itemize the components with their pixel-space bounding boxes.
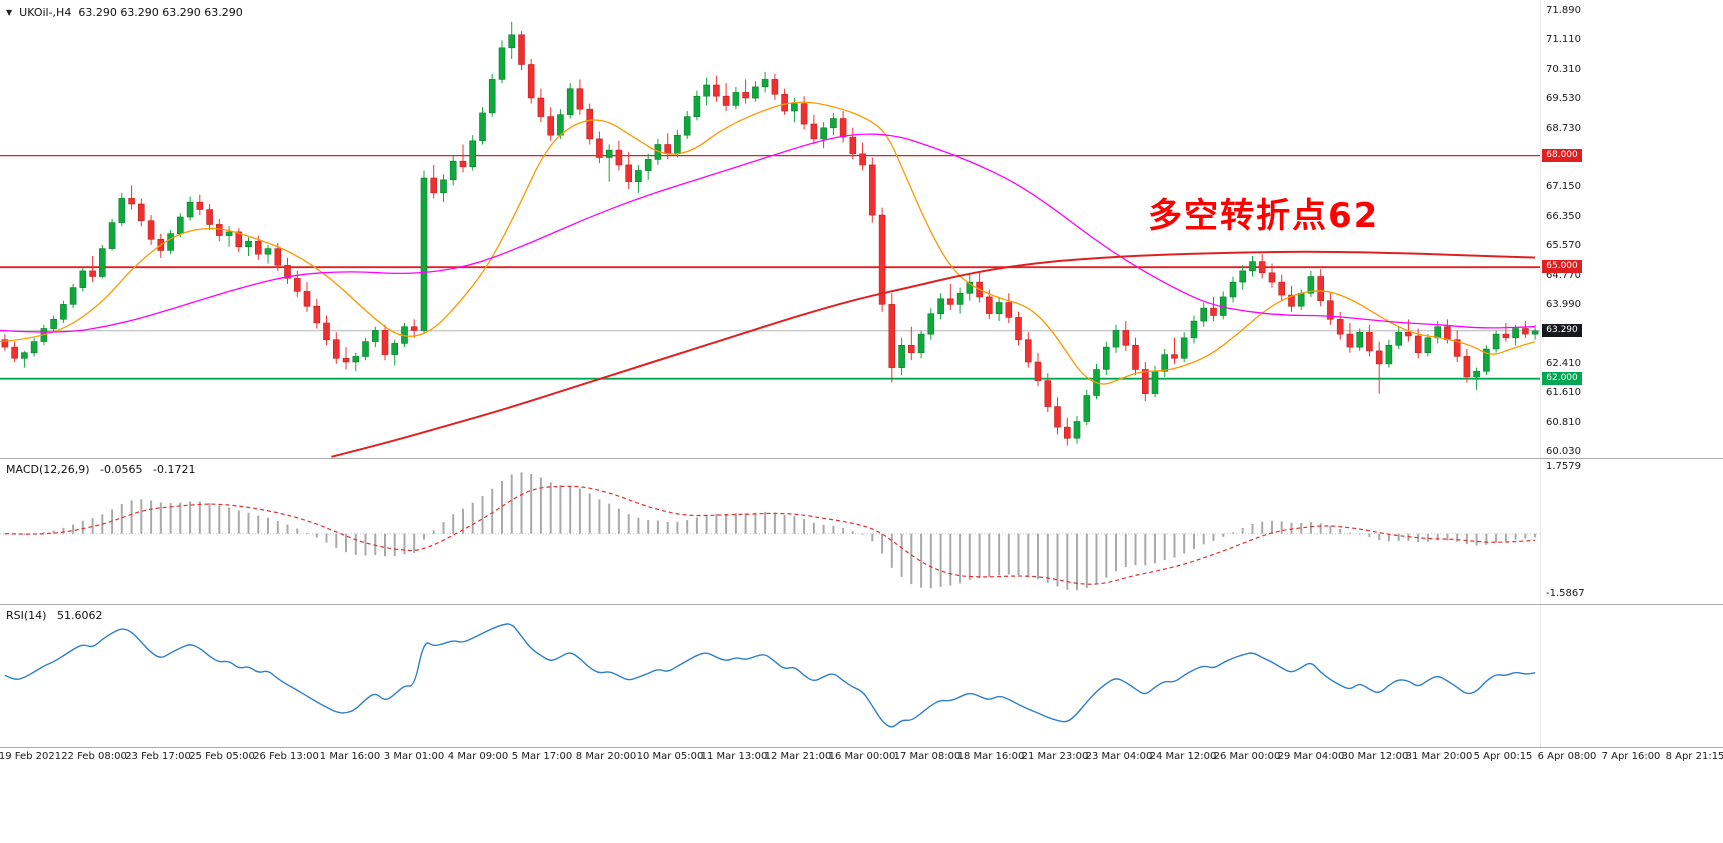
price-axis-label: 70.310 xyxy=(1546,64,1581,75)
rsi-indicator-label: RSI(14) 51.6062 xyxy=(6,609,109,622)
macd-chart-canvas[interactable] xyxy=(0,459,1723,604)
panel-divider[interactable] xyxy=(0,458,1723,459)
macd-indicator-label: MACD(12,26,9) -0.0565 -0.1721 xyxy=(6,463,202,476)
time-axis-label: 16 Mar 00:00 xyxy=(828,751,896,762)
time-axis-label: 21 Mar 23:00 xyxy=(1021,751,1089,762)
price-axis-label: 60.030 xyxy=(1546,446,1581,457)
time-axis-label: 25 Feb 05:00 xyxy=(189,751,255,762)
price-axis-label: 71.110 xyxy=(1546,34,1581,45)
price-level-badge: 65.000 xyxy=(1542,260,1582,273)
macd-name: MACD(12,26,9) xyxy=(6,463,90,476)
price-chart-canvas[interactable] xyxy=(0,0,1723,459)
time-axis-label: 8 Apr 21:15 xyxy=(1665,751,1723,762)
symbol-label: UKOil-,H4 xyxy=(19,6,72,19)
time-axis-label: 8 Mar 20:00 xyxy=(575,751,637,762)
time-axis-label: 29 Mar 04:00 xyxy=(1277,751,1345,762)
time-axis-label: 1 Mar 16:00 xyxy=(319,751,381,762)
time-axis-label: 5 Mar 17:00 xyxy=(511,751,573,762)
price-level-badge: 63.290 xyxy=(1542,324,1582,337)
macd-scale-bottom: -1.5867 xyxy=(1546,588,1585,599)
price-axis-label: 65.570 xyxy=(1546,240,1581,251)
time-axis-label: 24 Mar 12:00 xyxy=(1149,751,1217,762)
price-axis-label: 69.530 xyxy=(1546,93,1581,104)
time-axis-label: 23 Mar 04:00 xyxy=(1085,751,1153,762)
chart-annotation-text[interactable]: 多空转折点62 xyxy=(1148,196,1380,236)
time-axis-label: 19 Feb 2021 xyxy=(0,751,62,762)
price-axis-label: 60.810 xyxy=(1546,417,1581,428)
time-axis-label: 10 Mar 05:00 xyxy=(636,751,704,762)
time-axis-label: 12 Mar 21:00 xyxy=(764,751,832,762)
symbol-info: ▼ UKOil-,H4 63.290 63.290 63.290 63.290 xyxy=(6,6,243,19)
time-axis-label: 11 Mar 13:00 xyxy=(700,751,768,762)
panel-divider[interactable] xyxy=(0,747,1723,748)
price-axis-label: 62.410 xyxy=(1546,358,1581,369)
time-axis[interactable]: 19 Feb 2021 22 Feb 08:00 23 Feb 17:00 25 Fe… xyxy=(0,748,1723,770)
symbol-dropdown-icon[interactable]: ▼ xyxy=(6,8,13,17)
time-axis-label: 7 Apr 16:00 xyxy=(1601,751,1661,762)
time-axis-label: 31 Mar 20:00 xyxy=(1405,751,1473,762)
rsi-chart-canvas[interactable] xyxy=(0,605,1723,747)
price-axis-label: 67.150 xyxy=(1546,181,1581,192)
price-level-badge: 68.000 xyxy=(1542,149,1582,162)
rsi-name: RSI(14) xyxy=(6,609,47,622)
price-scale-divider xyxy=(1540,0,1541,747)
price-axis-label: 61.610 xyxy=(1546,387,1581,398)
panel-divider[interactable] xyxy=(0,604,1723,605)
macd-value-main: -0.0565 xyxy=(100,463,143,476)
price-axis-label: 68.730 xyxy=(1546,123,1581,134)
price-axis-label: 71.890 xyxy=(1546,5,1581,16)
time-axis-label: 5 Apr 00:15 xyxy=(1473,751,1533,762)
price-level-badge: 62.000 xyxy=(1542,372,1582,385)
time-axis-label: 6 Apr 08:00 xyxy=(1537,751,1597,762)
time-axis-label: 22 Feb 08:00 xyxy=(61,751,127,762)
ohlc-values: 63.290 63.290 63.290 63.290 xyxy=(78,6,243,19)
macd-scale-top: 1.7579 xyxy=(1546,461,1581,472)
time-axis-label: 26 Feb 13:00 xyxy=(253,751,319,762)
price-axis-label: 64.770 xyxy=(1546,270,1581,281)
time-axis-label: 4 Mar 09:00 xyxy=(447,751,509,762)
time-axis-label: 26 Mar 00:00 xyxy=(1213,751,1281,762)
time-axis-label: 17 Mar 08:00 xyxy=(893,751,961,762)
macd-value-signal: -0.1721 xyxy=(153,463,196,476)
time-axis-label: 23 Feb 17:00 xyxy=(125,751,191,762)
time-axis-label: 30 Mar 12:00 xyxy=(1341,751,1409,762)
time-axis-label: 3 Mar 01:00 xyxy=(383,751,445,762)
rsi-value: 51.6062 xyxy=(56,609,103,622)
price-axis-label: 63.990 xyxy=(1546,299,1581,310)
price-axis-label: 66.350 xyxy=(1546,211,1581,222)
time-axis-label: 18 Mar 16:00 xyxy=(957,751,1025,762)
